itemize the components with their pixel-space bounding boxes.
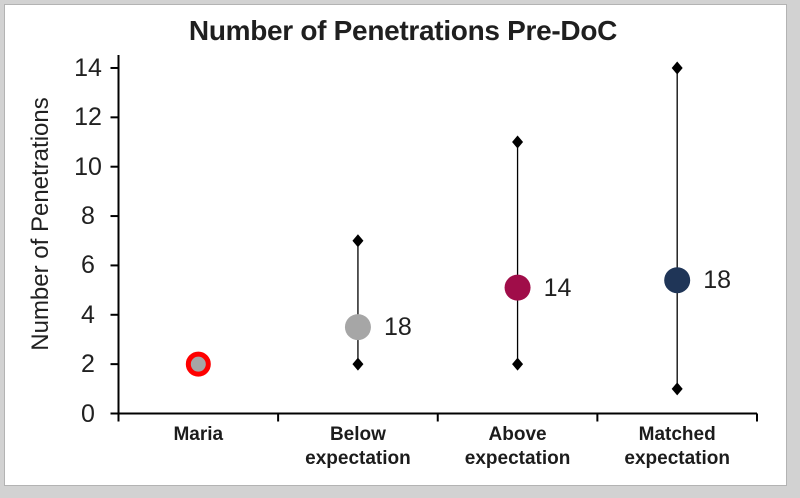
category-label-matched-expectation: Matched expectation: [624, 424, 730, 469]
data-point-maria: [185, 351, 211, 377]
y-tick-label: 4: [81, 300, 95, 329]
y-tick-label: 6: [81, 251, 95, 280]
whisker-bottom-diamond-matched-expectation: [671, 382, 683, 396]
whisker-top-diamond-above-expectation: [512, 135, 524, 149]
value-label-below-expectation: 18: [383, 313, 412, 342]
category-label-above-expectation: Above expectation: [464, 424, 571, 469]
whisker-bottom-diamond-above-expectation: [512, 357, 524, 371]
data-point-matched-expectation: [664, 267, 691, 294]
value-label-above-expectation: 14: [543, 273, 572, 302]
y-tick-label: 8: [81, 202, 95, 231]
y-tick-label: 10: [74, 152, 102, 181]
chart-card: [4, 4, 787, 486]
y-tick-label: 14: [74, 53, 102, 82]
y-tick-label: 12: [74, 103, 102, 132]
data-point-below-expectation: [344, 314, 371, 341]
category-label-below-expectation: Below expectation: [305, 424, 411, 469]
whisker-bottom-diamond-below-expectation: [352, 357, 364, 371]
y-tick-label: 0: [81, 399, 95, 428]
y-tick-label: 2: [81, 350, 95, 379]
value-label-matched-expectation: 18: [703, 266, 731, 295]
whisker-top-diamond-below-expectation: [352, 234, 364, 248]
category-label-maria: Maria: [173, 424, 224, 445]
whisker-top-diamond-matched-expectation: [671, 61, 683, 75]
data-point-above-expectation: [504, 274, 531, 301]
chart-title: Number of Penetrations Pre-DoC: [188, 15, 618, 46]
